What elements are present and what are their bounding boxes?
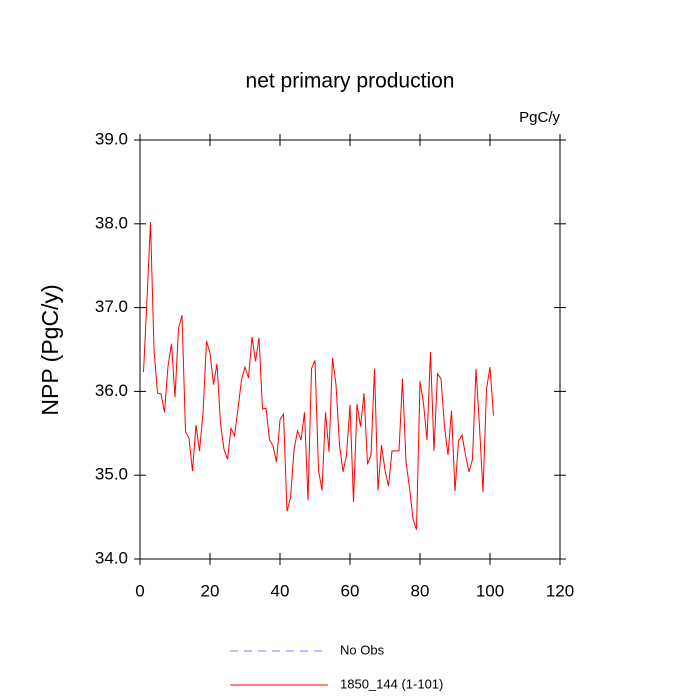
x-tick-label: 20 — [201, 581, 220, 600]
x-tick-label: 0 — [135, 581, 144, 600]
y-tick-label: 37.0 — [95, 297, 128, 316]
plot-frame — [139, 139, 561, 560]
series-line — [143, 222, 494, 530]
legend-label: No Obs — [340, 642, 385, 657]
y-tick-label: 36.0 — [95, 381, 128, 400]
x-tick-label: 120 — [546, 581, 574, 600]
x-tick-label: 100 — [476, 581, 504, 600]
y-axis-label: NPP (PgC/y) — [37, 284, 63, 415]
units-label: PgC/y — [519, 109, 560, 126]
chart-title: net primary production — [246, 70, 455, 93]
x-tick-label: 40 — [271, 581, 290, 600]
y-tick-label: 34.0 — [95, 548, 128, 567]
legend-label: 1850_144 (1-101) — [340, 676, 443, 691]
x-tick-label: 60 — [341, 581, 360, 600]
y-tick-label: 38.0 — [95, 213, 128, 232]
x-tick-label: 80 — [411, 581, 430, 600]
y-tick-label: 39.0 — [95, 129, 128, 148]
y-tick-label: 35.0 — [95, 465, 128, 484]
